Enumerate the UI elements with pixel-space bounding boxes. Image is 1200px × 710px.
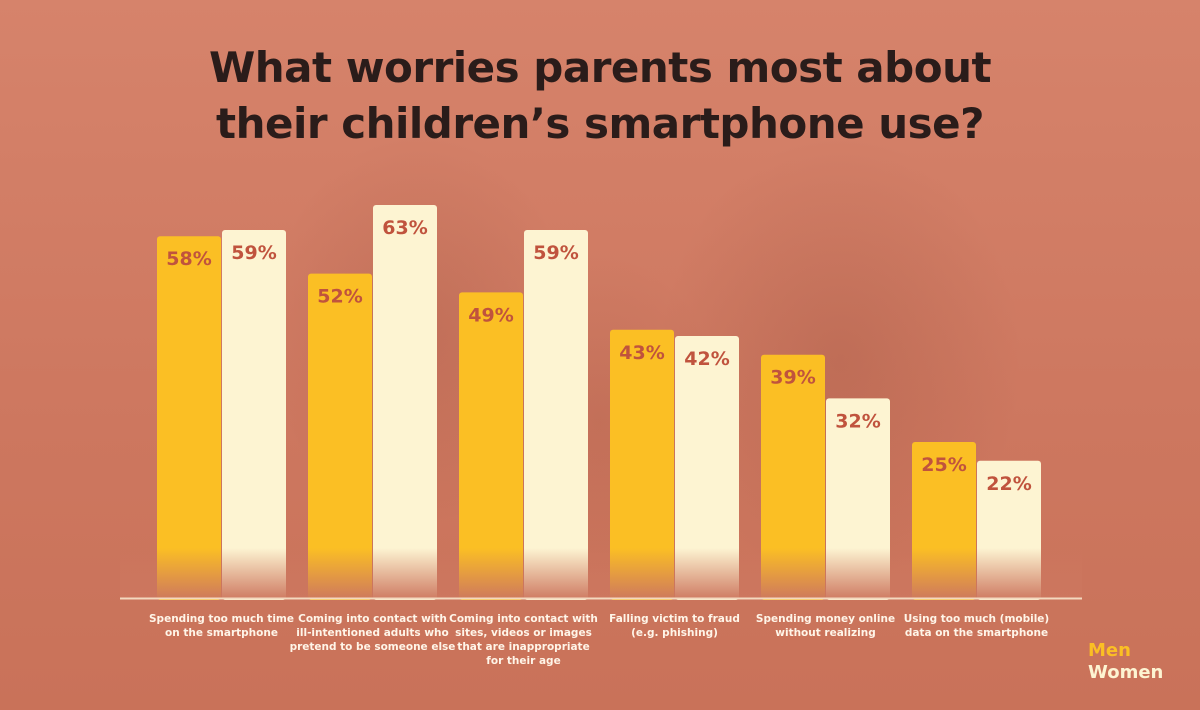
bar-women <box>675 336 739 600</box>
bar-women <box>373 205 437 600</box>
value-label-women: 59% <box>533 242 578 264</box>
bar-women <box>222 229 286 600</box>
value-label-men: 39% <box>770 367 815 389</box>
category-label-line: Coming into contact with <box>449 613 598 625</box>
chart-title: What worries parents most about their ch… <box>208 43 992 148</box>
category-label: Spending too much time on the smartphone <box>132 612 312 640</box>
category-label-line: (e.g. phishing) <box>631 627 718 639</box>
legend-men: Men <box>1088 640 1131 661</box>
value-label-men: 58% <box>166 248 211 270</box>
value-label-women: 59% <box>231 242 276 264</box>
value-label-women: 42% <box>684 348 729 370</box>
category-label: Coming into contact with sites, videos or… <box>434 612 614 668</box>
value-label-men: 49% <box>468 304 513 326</box>
category-label: Spending money online without realizing <box>736 612 916 640</box>
value-label-men: 52% <box>317 286 362 308</box>
legend: Men Women <box>1088 640 1163 684</box>
category-label-line: on the smartphone <box>165 627 278 639</box>
category-label-line: Spending too much time <box>149 613 294 625</box>
category-label-line: Coming into contact with <box>298 613 447 625</box>
category-label-line: data on the smartphone <box>904 627 1049 639</box>
category-label-line: Spending money online <box>755 613 896 625</box>
legend-women: Women <box>1088 662 1164 683</box>
bar-men <box>157 236 221 600</box>
category-label: Using too much (mobile) data on the smart… <box>887 612 1067 640</box>
category-label-line: Falling victim to fraud <box>609 613 740 625</box>
category-label-line: Using too much (mobile) <box>903 613 1050 625</box>
bar-men <box>308 273 372 600</box>
value-label-men: 43% <box>619 342 664 364</box>
category-label-line: sites, videos or images <box>455 627 592 639</box>
category-label-line: ill-intentioned adults who <box>296 627 449 639</box>
category-label: Coming into contact with ill-intentioned … <box>283 612 463 654</box>
bar-men <box>459 292 523 600</box>
category-label-line: that are inappropriate <box>457 641 590 653</box>
value-label-men: 25% <box>921 454 966 476</box>
value-label-women: 32% <box>835 410 880 432</box>
category-label-line: without realizing <box>775 627 876 639</box>
bar-base-fade <box>120 548 1082 598</box>
bar-men <box>610 329 674 600</box>
bar-women <box>524 229 588 600</box>
value-label-women: 63% <box>382 217 427 239</box>
category-label-line: pretend to be someone else <box>289 641 456 653</box>
category-label: Falling victim to fraud (e.g. phishing) <box>585 612 765 640</box>
bar-men <box>761 354 825 600</box>
value-label-women: 22% <box>986 473 1031 495</box>
category-label-line: for their age <box>486 655 561 667</box>
